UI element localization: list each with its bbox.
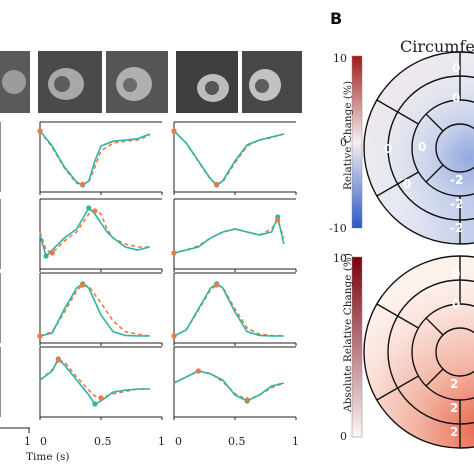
model-series-line [173, 370, 284, 402]
mri-image [255, 79, 269, 93]
extremum-marker [43, 253, 49, 259]
polar-map-top [363, 51, 474, 245]
x-tick-label: 0.5 [228, 435, 246, 448]
colorbar-top: 10 0 -10 Relative Change (%) [329, 52, 363, 235]
polar-spoke [397, 315, 419, 329]
extremum-marker [275, 217, 281, 223]
mri-image [205, 81, 219, 95]
model-series-line [39, 282, 150, 337]
model-series-line [39, 357, 150, 406]
segment-value: 0 [418, 140, 426, 154]
segment-value: -2 [450, 197, 463, 211]
extremum-marker [49, 250, 55, 256]
segment-value: 0 [452, 91, 460, 105]
segment-value: 2 [450, 425, 458, 439]
polar-spoke [376, 303, 398, 317]
extremum-marker [214, 181, 220, 187]
model-series-line [173, 214, 285, 254]
x-tick-label: 0 [175, 435, 182, 448]
colorbar-tick: 10 [333, 252, 347, 265]
extremum-marker [80, 181, 86, 187]
mri-image [54, 76, 70, 92]
segment-value: 0 [384, 142, 392, 156]
extremum-marker [37, 333, 43, 339]
model-series-line [39, 130, 151, 186]
segment-value: 0 [452, 297, 460, 311]
colorbar-tick: 0 [340, 136, 347, 149]
polar-spoke [425, 113, 444, 132]
segment-value: 2 [450, 401, 458, 415]
time-axis-label: Time (s) [26, 451, 69, 463]
segment-value: -2 [450, 173, 463, 187]
polar-spoke [376, 99, 398, 113]
polar-spoke [397, 171, 419, 185]
segment-labels-top: 0 0 0 0 0 -2 -2 -2 [384, 61, 463, 235]
colorbar-label: Absolute Relative Change (%) [342, 253, 354, 413]
extremum-marker [80, 282, 86, 288]
model-series-line [173, 282, 284, 337]
polar-spoke [425, 164, 444, 183]
colorbar-label: Relative Change (%) [342, 81, 354, 190]
panel-label-b: B [330, 9, 342, 28]
reference-series-line [39, 130, 151, 186]
colorbar-tick: 0 [340, 430, 347, 443]
extremum-marker [92, 208, 98, 214]
polar-spoke [376, 387, 398, 401]
segment-value: -2 [450, 221, 463, 235]
extremum-marker [171, 128, 177, 134]
segment-value: 0 [403, 177, 411, 191]
reference-series-line [39, 359, 150, 399]
x-tick-label: 1 [158, 435, 165, 448]
segment-value: 0 [452, 267, 460, 281]
polar-spoke [376, 183, 398, 197]
polar-ring [435, 327, 474, 377]
segment-value: 0 [452, 61, 460, 75]
left-partial-axis: 1 [0, 427, 31, 448]
extremum-marker [214, 282, 220, 288]
polar-spoke [425, 317, 444, 336]
polar-map-bottom [363, 255, 474, 449]
x-tick-label: 0.5 [94, 435, 112, 448]
mri-image [2, 70, 26, 94]
mri-thumbnails [0, 51, 302, 113]
reference-series-line [173, 130, 285, 186]
colorbar-bottom: 10 0 Absolute Relative Change (%) [333, 252, 363, 443]
x-axis-ticks: 0 0.5 1 0 0.5 1 [40, 435, 299, 448]
model-series-line [173, 130, 284, 187]
extremum-marker [171, 333, 177, 339]
colorbar-top-gradient [351, 55, 363, 229]
extremum-marker [98, 395, 104, 401]
model-series-line [39, 206, 150, 258]
colorbar-bottom-gradient [351, 256, 363, 438]
polar-ring [435, 123, 474, 173]
extremum-marker [55, 357, 61, 363]
reference-series-line [173, 218, 285, 254]
extremum-marker [92, 401, 98, 407]
segment-labels-bottom: 0 0 2 2 2 [450, 267, 460, 439]
polar-spoke [397, 375, 419, 389]
extremum-marker [86, 205, 92, 211]
left-tick-label: 1 [24, 435, 31, 448]
reference-series-line [173, 284, 284, 337]
polar-spoke [397, 111, 419, 125]
segment-value: 2 [450, 377, 458, 391]
colorbar-tick: 10 [333, 52, 347, 65]
polar-spoke [425, 368, 444, 387]
x-tick-label: 1 [292, 435, 299, 448]
extremum-marker [244, 397, 250, 403]
extremum-marker [37, 128, 43, 134]
x-tick-label: 0 [40, 435, 47, 448]
polar-map-title: Circumfere [400, 37, 474, 56]
extremum-marker [171, 250, 177, 256]
mri-image [123, 78, 137, 92]
reference-series-line [39, 284, 150, 337]
curve-grid [0, 121, 297, 420]
extremum-marker [195, 368, 201, 374]
colorbar-tick: -10 [329, 222, 347, 235]
